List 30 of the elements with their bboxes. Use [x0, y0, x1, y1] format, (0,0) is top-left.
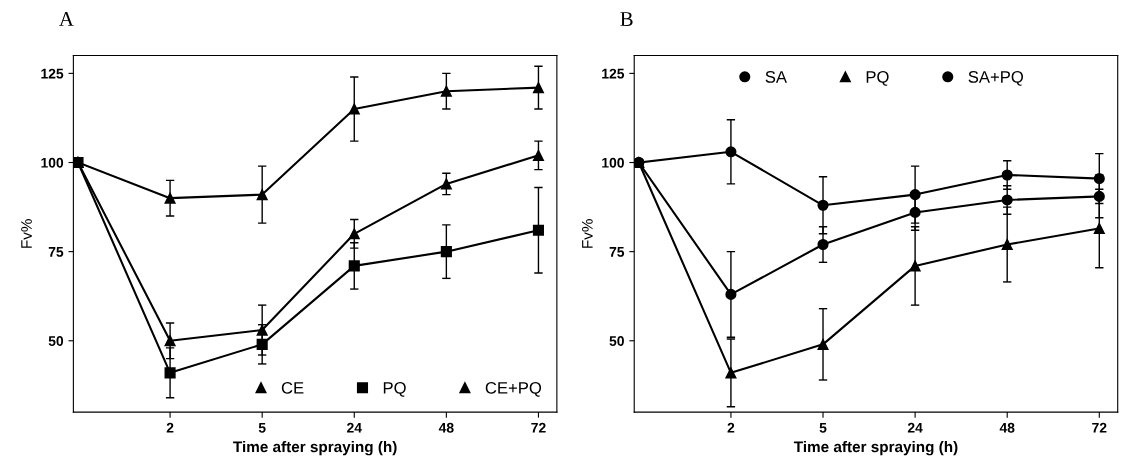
x-tick-label: 2	[727, 422, 735, 433]
legend-label: CE+PQ	[485, 381, 542, 397]
chart-title: B	[620, 12, 633, 26]
y-tick-label: 125	[41, 68, 64, 79]
x-tick-label: 24	[347, 422, 362, 433]
legend-label: CE	[281, 381, 304, 394]
x-axis-title: Time after spraying (h)	[793, 440, 958, 456]
legend-label: PQ	[866, 71, 889, 86]
y-tick-label: 100	[41, 157, 64, 168]
x-tick-label: 48	[999, 422, 1015, 433]
y-tick-label: 50	[48, 336, 64, 346]
y-tick-label: 50	[609, 336, 624, 346]
y-tick-label: 75	[609, 247, 625, 257]
x-tick-label: 72	[1092, 422, 1107, 433]
x-tick-label: 2	[166, 422, 174, 433]
y-tick-label: 125	[602, 68, 625, 79]
legend-label: PQ	[383, 381, 406, 397]
x-tick-label: 5	[819, 423, 827, 433]
x-tick-label: 24	[907, 422, 923, 433]
y-axis-title: Fv%	[21, 219, 32, 248]
y-tick-label: 100	[602, 157, 624, 168]
y-axis-title: Fv%	[582, 219, 593, 248]
x-tick-label: 72	[531, 422, 546, 433]
x-axis-title: Time after spraying (h)	[233, 440, 397, 456]
chart-title: A	[59, 12, 74, 26]
legend-label: SA+PQ	[968, 71, 1024, 86]
y-tick-label: 75	[48, 247, 64, 257]
legend-label: SA	[765, 71, 787, 83]
x-tick-label: 5	[258, 423, 266, 433]
x-tick-label: 48	[438, 422, 454, 433]
